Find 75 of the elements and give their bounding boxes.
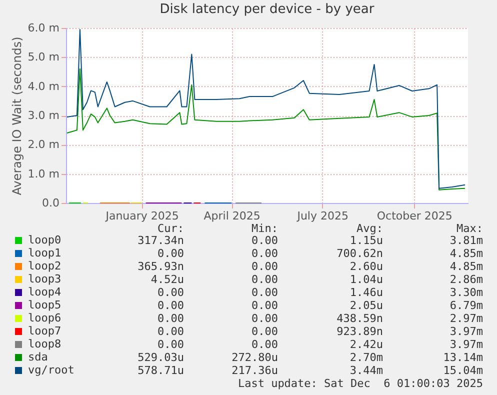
text: 0.00 (252, 273, 278, 286)
legend-label: loop3 (28, 272, 62, 286)
text: 2.86m (450, 273, 483, 286)
text: Max: (456, 222, 483, 235)
y-tick-label: 4.0 m (28, 80, 60, 93)
y-tick-label: 2.0 m (28, 138, 60, 152)
text: 317.34n (138, 234, 184, 247)
text: 0.00 (158, 338, 184, 351)
text: 0.00 (252, 247, 278, 260)
text: 15.04m (443, 364, 483, 377)
y-tick-label: 3.0 m (28, 109, 60, 122)
line-series (66, 28, 466, 189)
line-series (66, 68, 466, 190)
y-tick-label: 5.0 m (28, 50, 60, 64)
text: 438.59n (336, 312, 383, 325)
x-tick-label: July 2025 (296, 210, 349, 222)
text: 0.00 (158, 299, 184, 312)
text: 6.79m (450, 299, 483, 312)
text: 4.85m (450, 260, 483, 273)
text: 0.00 (252, 325, 278, 338)
y-axis-title: Average IO Wait (seconds) (10, 36, 24, 196)
legend-label: loop6 (28, 312, 62, 324)
legend-label: loop4 (28, 286, 62, 298)
legend-label: loop2 (28, 260, 62, 272)
text: 13.14m (443, 351, 483, 364)
text: 0.00 (252, 234, 278, 247)
text: 3.97m (450, 325, 483, 338)
text: Last update: Sat Dec 6 01:00:03 2025 (238, 377, 483, 390)
text: 0.00 (252, 312, 278, 325)
text: 365.93n (138, 260, 184, 273)
x-tick-label: January 2025 (104, 210, 179, 222)
text: 3.30m (450, 286, 483, 299)
y-tick-label: 0.0 (42, 196, 60, 210)
text: 2.05u (350, 299, 383, 312)
y-tick-label: 1.0 m (28, 167, 60, 180)
text: 700.62n (336, 247, 383, 260)
text: 2.70m (350, 351, 383, 364)
text: 0.00 (252, 286, 278, 299)
legend-label: loop7 (28, 324, 62, 338)
text: 2.60u (350, 260, 383, 273)
y-tick-label: 6.0 m (28, 22, 60, 34)
text: 529.03u (138, 351, 184, 364)
text: 3.81m (450, 234, 483, 247)
text: 0.00 (158, 325, 184, 338)
text: 3.44m (350, 364, 383, 377)
text: 2.42u (350, 338, 383, 351)
text: Avg: (356, 222, 383, 235)
text: 2.97m (450, 312, 483, 325)
text: 0.00 (158, 312, 184, 325)
text: 1.04u (350, 273, 383, 286)
legend-label: loop5 (28, 298, 62, 312)
chart-title: Disk latency per device - by year (160, 2, 375, 17)
legend-label: loop1 (28, 246, 62, 260)
text: 217.36u (232, 364, 278, 377)
text: 4.52u (150, 273, 184, 286)
text: 0.00 (252, 260, 278, 273)
text: Min: (252, 222, 278, 235)
text: 272.80u (232, 351, 278, 364)
text: 0.00 (158, 286, 184, 299)
legend-label: sda (28, 350, 48, 364)
text: 3.97m (450, 338, 483, 351)
x-tick-label: October 2025 (376, 210, 452, 222)
legend-label: loop0 (28, 234, 62, 246)
text: Cur: (158, 222, 184, 235)
text: 0.00 (252, 338, 278, 351)
text: 0.00 (158, 247, 184, 260)
legend-label: loop8 (28, 338, 62, 350)
text: 4.85m (450, 247, 483, 260)
text: 923.89n (336, 325, 383, 338)
text: 578.71u (138, 364, 184, 377)
legend-label: vg/root (28, 364, 74, 376)
text: 0.00 (252, 299, 278, 312)
text: 1.46u (350, 286, 383, 299)
x-tick-label: April 2025 (204, 210, 260, 222)
text: 1.15u (350, 234, 383, 247)
